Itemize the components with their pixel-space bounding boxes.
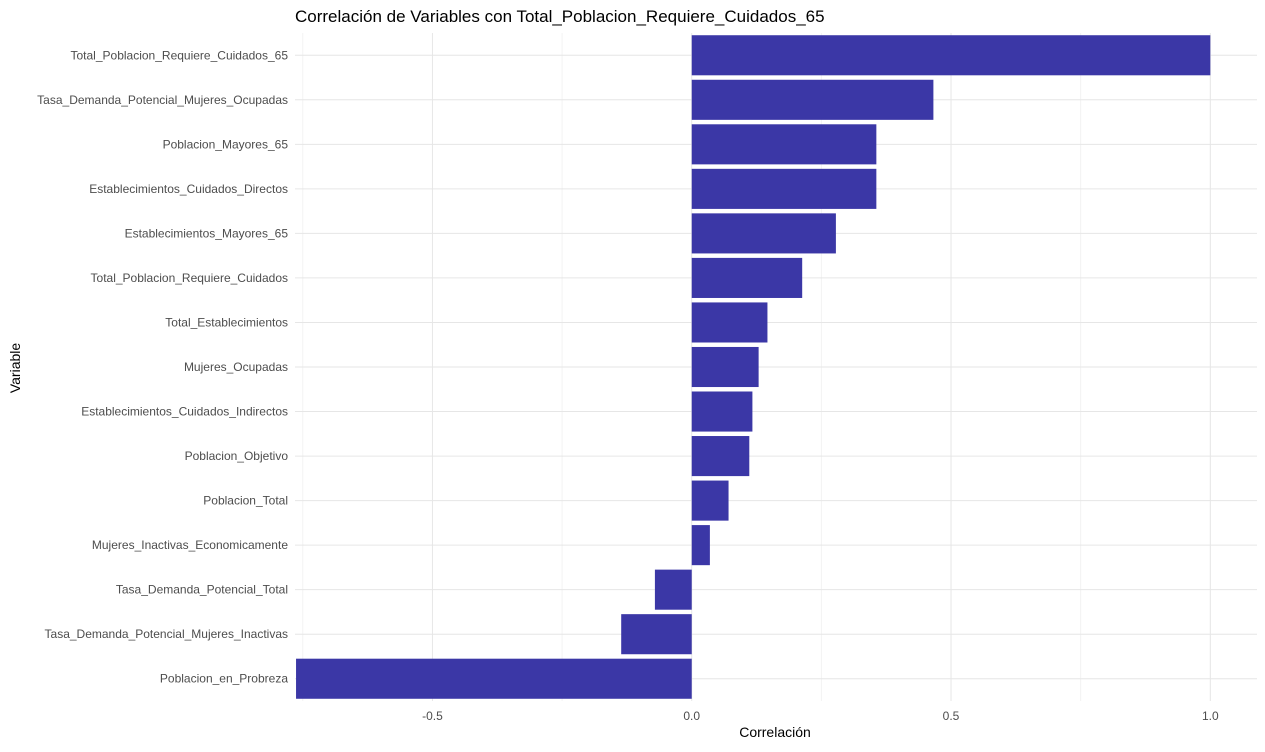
y-tick-label: Total_Establecimientos xyxy=(165,315,288,329)
y-tick-label: Establecimientos_Cuidados_Indirectos xyxy=(81,405,288,419)
bar xyxy=(691,436,750,477)
bar xyxy=(691,302,768,343)
bars-group xyxy=(296,35,1211,699)
x-tick-label: -0.5 xyxy=(422,709,443,723)
bar xyxy=(621,614,692,655)
y-tick-label: Tasa_Demanda_Potencial_Mujeres_Inactivas xyxy=(45,627,288,641)
y-tick-label: Total_Poblacion_Requiere_Cuidados xyxy=(91,271,288,285)
y-tick-label: Poblacion_Objetivo xyxy=(185,449,289,463)
y-tick-label: Poblacion_Total xyxy=(203,494,288,508)
bar xyxy=(691,168,877,209)
x-tick-label: 0.0 xyxy=(683,709,700,723)
bar xyxy=(691,525,710,566)
bar xyxy=(654,569,692,610)
bar xyxy=(691,35,1211,76)
y-axis-label: Variable xyxy=(7,343,23,394)
y-tick-label: Establecimientos_Cuidados_Directos xyxy=(89,182,288,196)
y-tick-label: Mujeres_Ocupadas xyxy=(184,360,288,374)
y-tick-label: Total_Poblacion_Requiere_Cuidados_65 xyxy=(71,48,289,62)
bar xyxy=(691,346,759,388)
bar xyxy=(691,124,877,165)
bar xyxy=(296,658,692,699)
y-tick-labels: Total_Poblacion_Requiere_Cuidados_65 Tasa… xyxy=(37,48,288,685)
bar xyxy=(691,79,934,120)
chart-title: Correlación de Variables con Total_Pobla… xyxy=(295,7,825,26)
bar xyxy=(691,391,753,432)
y-tick-label: Mujeres_Inactivas_Economicamente xyxy=(92,538,288,552)
x-tick-label: 1.0 xyxy=(1202,709,1219,723)
bar xyxy=(691,257,803,298)
y-tick-label: Tasa_Demanda_Potencial_Total xyxy=(116,583,288,597)
y-tick-label: Poblacion_Mayores_65 xyxy=(163,137,289,151)
x-tick-label: 0.5 xyxy=(943,709,960,723)
y-tick-label: Poblacion_en_Probreza xyxy=(160,672,288,686)
bar xyxy=(691,213,836,254)
y-tick-label: Establecimientos_Mayores_65 xyxy=(125,226,289,240)
x-tick-labels: -0.5 0.0 0.5 1.0 xyxy=(422,709,1219,723)
bar xyxy=(691,480,729,521)
x-axis-label: Correlación xyxy=(739,724,811,740)
y-tick-label: Tasa_Demanda_Potencial_Mujeres_Ocupadas xyxy=(37,93,288,107)
